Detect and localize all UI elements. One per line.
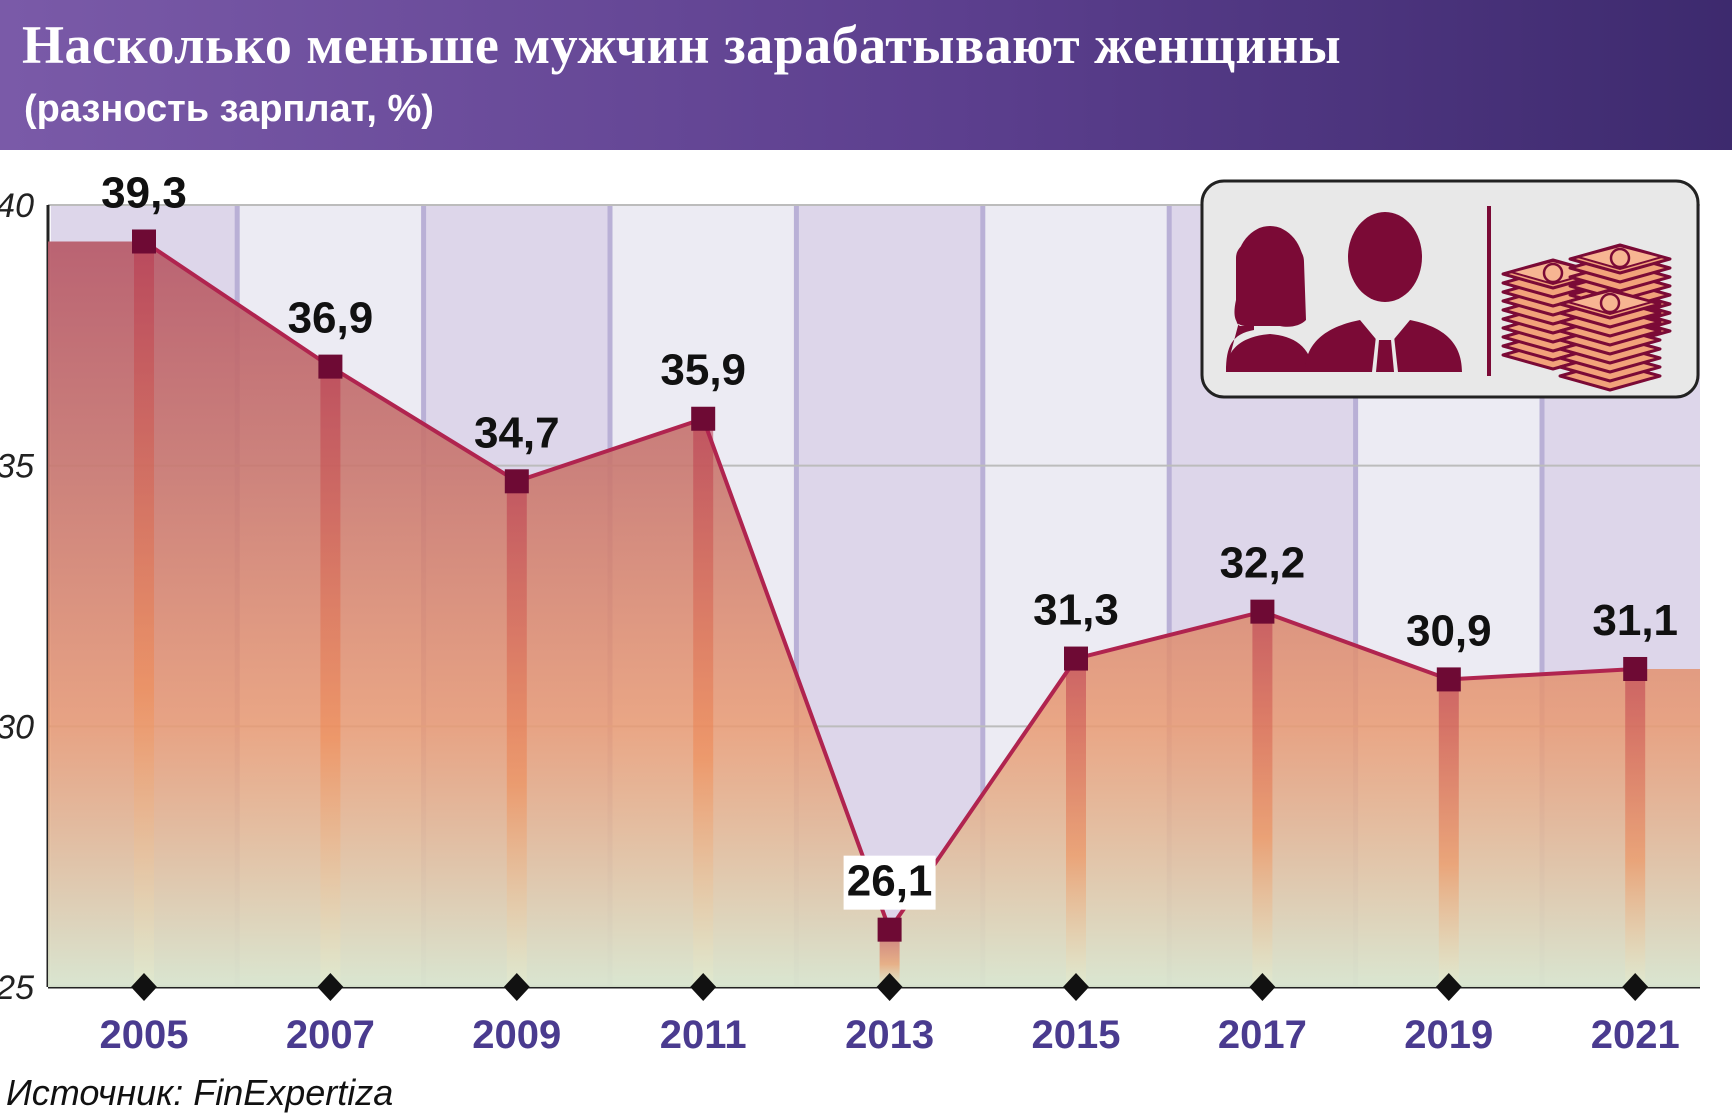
x-tick-label: 2007 bbox=[286, 1013, 375, 1057]
value-label: 26,1 bbox=[847, 857, 933, 906]
value-labels: 39,3 36,9 34,7 35,9 26,1 31,3 32,2 30,9 31,1 bbox=[101, 168, 1678, 910]
ruble-money-stacks-icon bbox=[1501, 243, 1672, 392]
year-stripe bbox=[1066, 658, 1086, 987]
value-label: 34,7 bbox=[474, 408, 560, 457]
x-tick-marker bbox=[317, 973, 344, 1001]
x-tick-marker bbox=[131, 973, 157, 1001]
year-stripe bbox=[1625, 668, 1646, 987]
x-tick-label: 2009 bbox=[472, 1013, 561, 1057]
y-tick-label: 30 bbox=[0, 708, 34, 746]
value-label: 31,1 bbox=[1592, 596, 1678, 645]
x-tick-marker bbox=[1249, 973, 1276, 1001]
x-tick-marker bbox=[876, 973, 903, 1001]
year-stripe bbox=[320, 366, 341, 987]
data-point bbox=[1250, 599, 1275, 624]
y-tick-label: 25 bbox=[0, 969, 34, 1007]
bill-top bbox=[1564, 289, 1656, 316]
data-point bbox=[504, 469, 529, 494]
women-men-silhouettes-icon bbox=[1226, 212, 1462, 372]
ruble-sign bbox=[1542, 262, 1564, 284]
data-point bbox=[877, 917, 902, 942]
area-fill bbox=[48, 241, 1700, 987]
x-axis-ticks: 2005 2007 2009 2011 2013 2015 2017 2019 2021 bbox=[100, 973, 1680, 1057]
year-stripes bbox=[134, 241, 1646, 987]
year-stripe bbox=[879, 929, 900, 987]
value-label: 30,9 bbox=[1406, 606, 1492, 655]
value-label: 31,3 bbox=[1033, 586, 1119, 635]
x-tick-label: 2019 bbox=[1404, 1013, 1493, 1057]
year-stripe bbox=[134, 241, 154, 987]
area-layer bbox=[48, 241, 1700, 987]
bill-top bbox=[1574, 244, 1666, 271]
value-label: 32,2 bbox=[1220, 539, 1306, 588]
data-point bbox=[1064, 646, 1088, 671]
x-tick-marker bbox=[1063, 973, 1089, 1001]
x-tick-label: 2011 bbox=[660, 1013, 747, 1057]
x-tick-label: 2021 bbox=[1591, 1013, 1680, 1057]
value-label: 36,9 bbox=[288, 294, 374, 343]
legend-icon-box bbox=[1200, 179, 1700, 399]
value-label-background bbox=[843, 855, 936, 910]
year-stripe bbox=[1252, 611, 1273, 987]
year-stripe bbox=[506, 481, 527, 987]
ruble-sign bbox=[1609, 247, 1631, 269]
value-label: 35,9 bbox=[660, 346, 746, 395]
y-tick-label: 35 bbox=[0, 448, 34, 486]
x-tick-label: 2013 bbox=[845, 1013, 934, 1057]
data-point bbox=[132, 229, 156, 254]
x-tick-marker bbox=[1435, 973, 1462, 1001]
value-label: 39,3 bbox=[101, 168, 187, 217]
data-point bbox=[318, 354, 343, 379]
x-tick-marker bbox=[1622, 973, 1649, 1001]
chart-title: Насколько меньше мужчин зарабатывают жен… bbox=[22, 15, 1342, 75]
x-tick-label: 2005 bbox=[100, 1013, 189, 1057]
x-tick-marker bbox=[690, 973, 717, 1001]
data-point bbox=[1623, 656, 1648, 681]
data-markers bbox=[132, 229, 1648, 942]
ruble-sign bbox=[1599, 292, 1621, 314]
chart-subtitle: (разность зарплат, %) bbox=[24, 88, 434, 130]
data-point bbox=[1436, 667, 1461, 692]
x-tick-label: 2017 bbox=[1218, 1013, 1307, 1057]
year-stripe bbox=[1438, 679, 1459, 987]
source-note: Источник: FinExpertiza bbox=[6, 1072, 394, 1113]
y-axis-ticks: 25 30 35 40 bbox=[0, 187, 34, 1007]
header-banner: Насколько меньше мужчин зарабатывают жен… bbox=[0, 0, 1732, 150]
data-point bbox=[691, 406, 716, 431]
year-stripe bbox=[693, 418, 714, 987]
line-area-chart: 25 30 35 40 2005 2007 2009 2011 2013 2015 2017 201… bbox=[0, 168, 1700, 1057]
x-tick-marker bbox=[503, 973, 530, 1001]
x-tick-label: 2015 bbox=[1032, 1013, 1121, 1057]
y-tick-label: 40 bbox=[0, 187, 34, 225]
